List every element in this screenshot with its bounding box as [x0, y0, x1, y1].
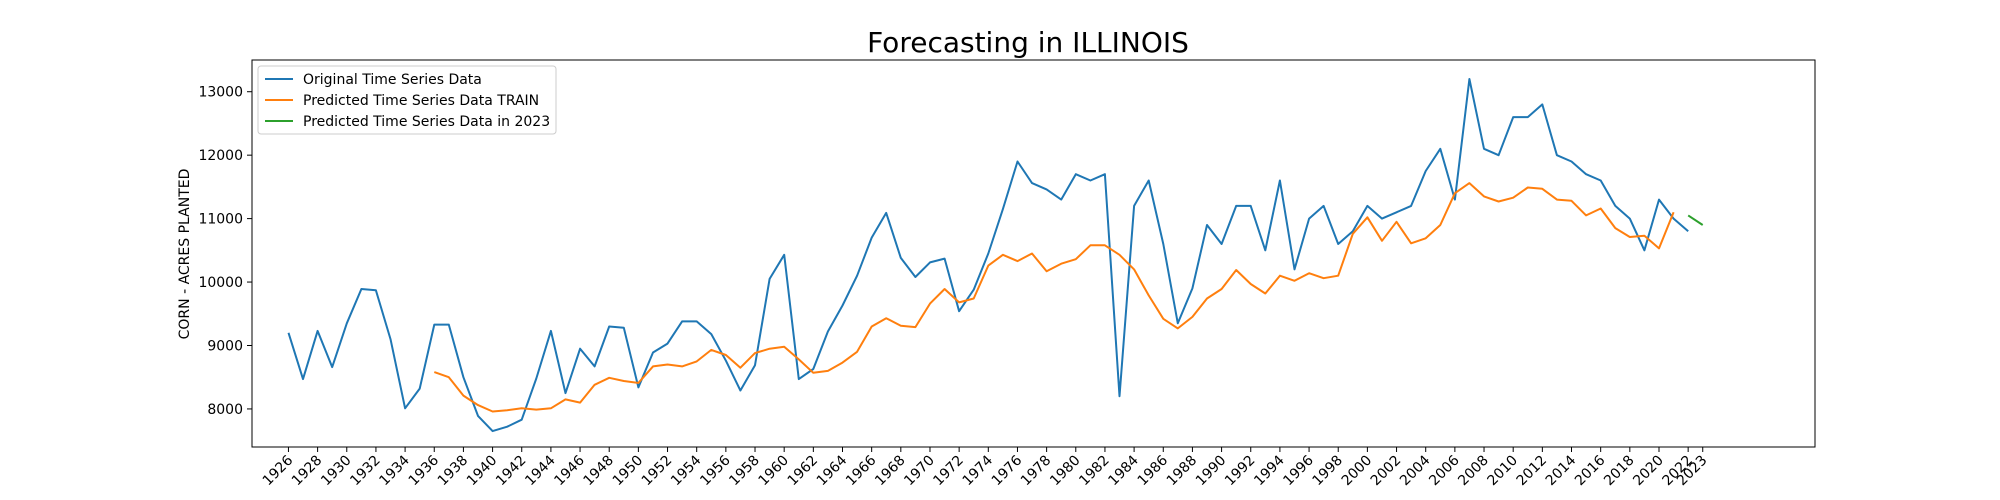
x-tick-label: 1970: [901, 453, 938, 490]
x-tick-label: 1994: [1251, 452, 1288, 489]
y-tick-label: 10000: [198, 275, 243, 291]
x-tick-label: 1958: [726, 453, 763, 490]
x-tick-label: 2004: [1397, 452, 1434, 489]
x-tick-label: 1962: [785, 453, 822, 490]
x-tick-label: 2000: [1339, 453, 1376, 490]
x-tick-label: 1998: [1310, 453, 1347, 490]
x-tick-label: 1984: [1105, 452, 1142, 489]
x-tick-label: 2020: [1630, 453, 1667, 490]
x-tick-label: 1938: [435, 453, 472, 490]
legend: Original Time Series Data Predicted Time …: [257, 65, 557, 135]
x-tick-label: 1956: [697, 452, 734, 489]
x-tick-label: 1974: [960, 452, 997, 489]
x-tick-label: 1940: [464, 453, 501, 490]
x-tick-label: 1976: [989, 452, 1026, 489]
legend-box: [257, 65, 557, 135]
x-tick-label: 1952: [639, 453, 676, 490]
x-tick-label: 1980: [1047, 453, 1084, 490]
series-layer: [287, 78, 1704, 433]
y-tick-label: 13000: [198, 85, 243, 101]
x-tick-label: 2016: [1572, 452, 1609, 489]
x-tick-label: 1928: [289, 453, 326, 490]
x-tick-label: 1948: [581, 453, 618, 490]
x-tick-label: 1950: [610, 453, 647, 490]
x-tick-label: 1960: [756, 453, 793, 490]
x-tick-label: 1966: [843, 452, 880, 489]
chart-title: Forecasting in ILLINOIS: [867, 26, 1189, 59]
x-tick-label: 2008: [1455, 453, 1492, 490]
y-axis: 8000 9000 10000 11000 12000 13000: [198, 85, 252, 418]
x-tick-label: 1978: [1018, 453, 1055, 490]
x-tick-label: 1934: [376, 452, 413, 489]
x-tick-label: 2002: [1368, 453, 1405, 490]
x-tick-label: 2018: [1601, 453, 1638, 490]
legend-label: Predicted Time Series Data TRAIN: [303, 93, 539, 109]
x-tick-label: 2006: [1426, 452, 1463, 489]
legend-label: Predicted Time Series Data in 2023: [303, 114, 550, 130]
x-tick-label: 1954: [668, 452, 705, 489]
x-tick-label: 1926: [260, 452, 297, 489]
x-tick-label: 2010: [1485, 453, 1522, 490]
y-tick-label: 8000: [207, 402, 243, 418]
series-line-2: [1687, 214, 1704, 226]
x-tick-label: 2012: [1514, 453, 1551, 490]
x-tick-label: 1990: [1193, 453, 1230, 490]
x-tick-label: 1946: [551, 452, 588, 489]
y-tick-label: 11000: [198, 212, 243, 228]
x-tick-label: 1992: [1222, 453, 1259, 490]
x-tick-label: 1988: [1164, 453, 1201, 490]
series-line-1: [433, 182, 1675, 413]
x-tick-label: 2014: [1543, 452, 1580, 489]
x-tick-label: 1972: [930, 453, 967, 490]
x-tick-label: 1964: [814, 452, 851, 489]
x-tick-label: 1930: [318, 453, 355, 490]
y-tick-label: 9000: [207, 338, 243, 354]
x-axis: 1926192819301932193419361938194019421944…: [260, 447, 1711, 489]
x-tick-label: 1986: [1135, 452, 1172, 489]
x-tick-label: 1936: [406, 452, 443, 489]
x-tick-label: 1942: [493, 453, 530, 490]
x-tick-label: 1982: [1076, 453, 1113, 490]
series-line-0: [287, 78, 1689, 433]
x-tick-label: 1968: [872, 453, 909, 490]
y-tick-label: 12000: [198, 148, 243, 164]
y-axis-label: CORN - ACRES PLANTED: [177, 169, 193, 340]
plot-area: [251, 59, 1816, 448]
x-tick-label: 1944: [522, 452, 559, 489]
x-tick-label: 1932: [347, 453, 384, 490]
legend-label: Original Time Series Data: [303, 72, 482, 88]
x-tick-label: 1996: [1280, 452, 1317, 489]
